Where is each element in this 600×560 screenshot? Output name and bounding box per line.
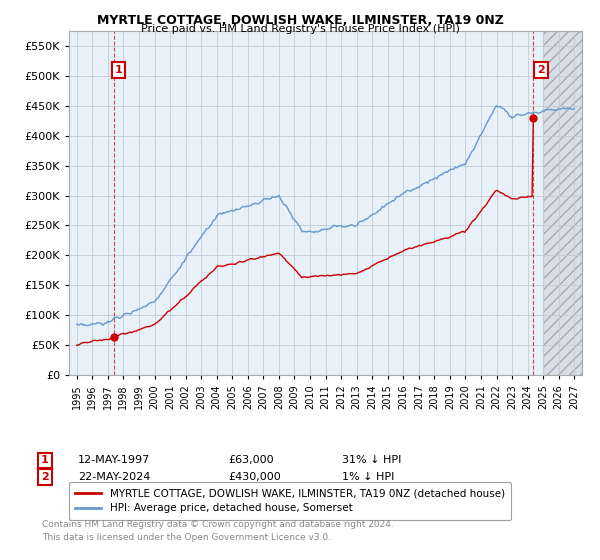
Text: 1% ↓ HPI: 1% ↓ HPI	[342, 472, 394, 482]
Text: 1: 1	[41, 455, 49, 465]
Text: 2: 2	[537, 65, 545, 74]
Text: 31% ↓ HPI: 31% ↓ HPI	[342, 455, 401, 465]
Text: £63,000: £63,000	[228, 455, 274, 465]
Text: MYRTLE COTTAGE, DOWLISH WAKE, ILMINSTER, TA19 0NZ: MYRTLE COTTAGE, DOWLISH WAKE, ILMINSTER,…	[97, 14, 503, 27]
Text: 2: 2	[41, 472, 49, 482]
Text: Price paid vs. HM Land Registry's House Price Index (HPI): Price paid vs. HM Land Registry's House …	[140, 24, 460, 34]
Text: Contains HM Land Registry data © Crown copyright and database right 2024.
This d: Contains HM Land Registry data © Crown c…	[42, 520, 394, 542]
Bar	[543, 31, 582, 375]
Bar	[543, 31, 582, 375]
Text: 12-MAY-1997: 12-MAY-1997	[78, 455, 150, 465]
Text: 1: 1	[115, 65, 122, 74]
Text: 22-MAY-2024: 22-MAY-2024	[78, 472, 151, 482]
Text: £430,000: £430,000	[228, 472, 281, 482]
Legend: MYRTLE COTTAGE, DOWLISH WAKE, ILMINSTER, TA19 0NZ (detached house), HPI: Average: MYRTLE COTTAGE, DOWLISH WAKE, ILMINSTER,…	[69, 482, 511, 520]
